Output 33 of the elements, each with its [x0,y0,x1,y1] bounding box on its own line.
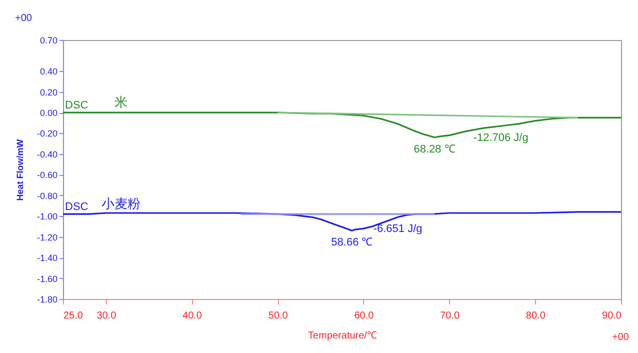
annotation: DSC [65,201,88,214]
y-tick-label: -1.20 [36,232,58,242]
y-axis-title: Heat Flow/mW [14,138,25,201]
y-tick-label: -1.40 [36,253,58,264]
x-tick-label: 90.0 [602,310,622,322]
y-tick-label: 0.00 [40,108,58,118]
series-label: 米 [114,94,128,110]
x-tick-label: 40.0 [182,310,202,322]
y-tick-label: -0.60 [36,170,58,180]
x-tick-label: 70.0 [440,310,460,322]
annotation: 58.66 ℃ [331,236,373,249]
x-axis-title: Temperature/℃ [308,330,377,342]
y-tick-label: 0.70 [40,36,58,46]
y-tick-label: 0.20 [40,87,58,98]
x-tick-label: 50.0 [268,310,288,322]
annotation: -6.651 J/g [373,223,422,236]
y-tick-label: -0.20 [36,128,58,139]
text: +00 [612,332,630,343]
annotation: 68.28 ℃ [414,143,456,156]
y-tick-label: -1.60 [36,274,58,284]
annotation: -12.706 J/g [473,132,528,144]
y-tick-label: -0.40 [36,149,58,160]
y-tick-label: 0.40 [40,66,58,77]
x-tick-label: 30.0 [96,310,117,322]
x-tick-label: 80.0 [526,310,546,322]
y-tick-label: -0.80 [36,190,58,201]
x-tick-label: 25.0 [64,310,84,322]
annotation: DSC [65,100,88,112]
y-tick-label: -1.00 [36,212,58,222]
text: +00 [15,13,32,24]
series-label: 小麦粉 [102,196,140,212]
x-tick-label: 60.0 [354,310,374,322]
y-tick-label: -1.80 [36,294,58,304]
